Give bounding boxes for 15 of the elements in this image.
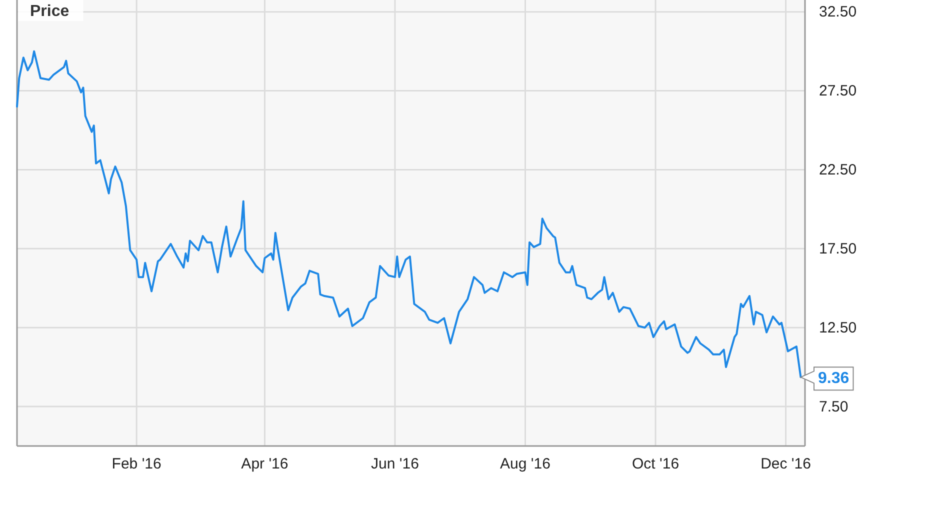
- line-series: [16, 50, 802, 378]
- y-tick-label: 12.50: [819, 319, 857, 336]
- x-tick-label: Feb '16: [112, 456, 162, 473]
- x-tick-label: Jun '16: [371, 456, 419, 473]
- y-tick-label: 22.50: [819, 162, 857, 179]
- x-tick-label: Apr '16: [241, 456, 288, 473]
- chart-title: Price: [30, 3, 70, 20]
- y-tick-label: 27.50: [819, 82, 857, 100]
- x-tick-label: Aug '16: [500, 456, 550, 473]
- y-tick-label: 32.50: [819, 4, 857, 21]
- y-tick-label: 17.50: [819, 240, 857, 258]
- annotation: 9.36: [818, 370, 850, 388]
- y-tick-label: 7.50: [819, 398, 848, 416]
- x-tick-label: Dec '16: [760, 456, 811, 473]
- x-tick-label: Oct '16: [632, 456, 680, 473]
